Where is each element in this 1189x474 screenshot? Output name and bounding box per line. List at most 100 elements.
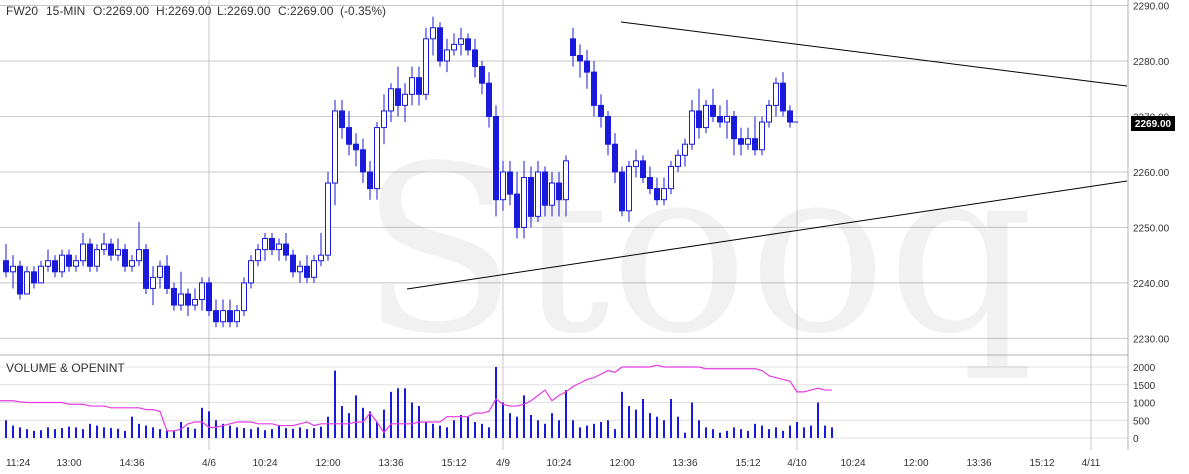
time-tick-label: 11:24: [6, 458, 31, 469]
time-tick-label: 10:24: [546, 458, 571, 469]
candle: [157, 260, 163, 289]
price-tick-label: 2250.00: [1133, 223, 1170, 234]
candle: [171, 282, 177, 311]
candle: [633, 149, 639, 178]
candle: [570, 27, 576, 67]
volume-tick-label: 1500: [1133, 381, 1156, 392]
header-open: O:2269.00: [93, 4, 149, 18]
candle: [262, 232, 268, 261]
header-interval: 15-MIN: [46, 4, 85, 18]
candle: [73, 255, 79, 272]
candle: [703, 99, 709, 134]
candle: [766, 99, 772, 128]
candle: [227, 299, 233, 328]
candle: [591, 61, 597, 117]
candle: [556, 171, 562, 217]
candle: [3, 244, 9, 278]
candle: [626, 160, 632, 222]
time-tick-label: 10:24: [252, 458, 277, 469]
candle: [500, 160, 506, 211]
candle: [780, 72, 786, 117]
candle: [346, 110, 352, 156]
watermark: Stooq: [360, 118, 1034, 385]
candle: [115, 238, 121, 261]
candle: [675, 149, 681, 172]
candle: [745, 127, 751, 150]
candle: [507, 160, 513, 206]
candle: [388, 83, 394, 123]
candle: [773, 77, 779, 117]
candle: [710, 88, 716, 123]
openint-line: [0, 364, 832, 434]
price-tick-label: 2280.00: [1133, 57, 1170, 68]
candle: [353, 133, 359, 167]
candle: [696, 88, 702, 139]
candle: [297, 260, 303, 283]
lower-trendline: [406, 180, 1128, 290]
candle: [206, 277, 212, 317]
candle: [59, 249, 65, 278]
candle: [521, 160, 527, 239]
candle: [402, 83, 408, 123]
time-axis: 11:24 13:00 14:36 4/6 10:24 12:00 13:36 15:12 4/…: [6, 458, 1101, 469]
header-high: H:2269.00: [156, 4, 212, 18]
candle: [185, 288, 191, 317]
volume-tick-label: 2000: [1133, 363, 1156, 374]
header: FW20 15-MIN O:2269.00 H:2269.00 L:2269.0…: [6, 4, 386, 18]
candle: [528, 166, 534, 228]
candle: [542, 166, 548, 217]
candle: [689, 99, 695, 150]
candle: [654, 177, 660, 206]
volume-tick-label: 500: [1133, 416, 1150, 427]
candle: [108, 238, 114, 261]
candle: [416, 66, 422, 106]
candle: [465, 33, 471, 56]
time-tick-label: 12:00: [609, 458, 634, 469]
candle: [220, 299, 226, 328]
candle: [374, 122, 380, 200]
time-tick-label: 15:12: [1029, 458, 1054, 469]
volume-axis: 2000 1500 1000 500 0: [1133, 363, 1156, 445]
candle: [493, 105, 499, 217]
candle: [787, 105, 793, 128]
candle: [150, 266, 156, 306]
volume-tick-label: 1000: [1133, 399, 1156, 410]
candle: [178, 271, 184, 311]
candle: [381, 94, 387, 145]
time-tick-label: 13:36: [672, 458, 697, 469]
candle: [31, 266, 37, 289]
time-tick-label: 12:00: [315, 458, 340, 469]
candle: [339, 99, 345, 139]
candle: [10, 255, 16, 289]
candle: [549, 171, 555, 217]
candle: [535, 160, 541, 222]
candle: [332, 99, 338, 206]
candle: [360, 138, 366, 184]
candle: [423, 27, 429, 100]
time-tick-label: 4/11: [1082, 458, 1101, 469]
candle: [87, 238, 93, 272]
candle: [234, 305, 240, 328]
time-tick-label: 10:24: [840, 458, 865, 469]
candle: [17, 260, 23, 300]
time-tick-label: 13:36: [966, 458, 991, 469]
trendlines: [406, 21, 1128, 290]
candle: [276, 238, 282, 261]
candle: [24, 266, 30, 295]
volume-panel-title: VOLUME & OPENINT: [6, 361, 125, 375]
candle: [472, 38, 478, 78]
candle: [318, 232, 324, 267]
candle: [619, 166, 625, 217]
candle: [430, 16, 436, 56]
candle: [458, 27, 464, 56]
time-tick-label: 15:12: [441, 458, 466, 469]
candle: [647, 166, 653, 195]
last-price-label: 2269.00: [1135, 119, 1172, 130]
candle: [213, 299, 219, 328]
candle: [192, 288, 198, 311]
time-tick-label: 4/9: [496, 458, 510, 469]
price-tick-label: 2260.00: [1133, 168, 1170, 179]
candle: [38, 260, 44, 284]
time-tick-label: 13:36: [378, 458, 403, 469]
